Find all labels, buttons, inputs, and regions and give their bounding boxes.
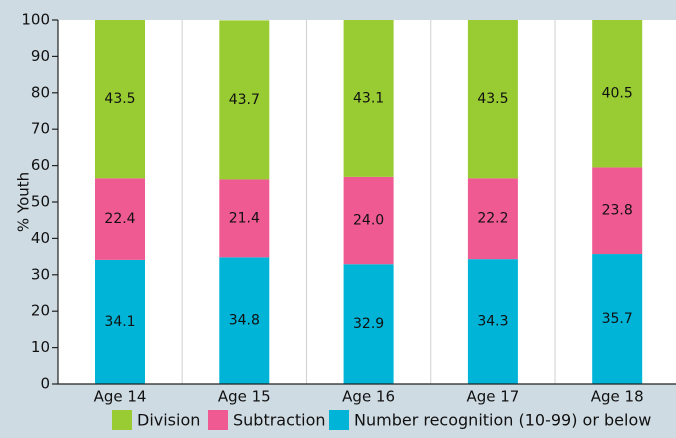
legend-label: Number recognition (10-99) or below bbox=[354, 411, 651, 430]
data-label: 23.8 bbox=[602, 203, 633, 219]
bar-segment bbox=[467, 259, 518, 384]
bar-segment bbox=[95, 20, 145, 179]
bar-segment bbox=[343, 20, 394, 177]
y-tick-label: 20 bbox=[31, 302, 50, 320]
legend-swatch bbox=[329, 410, 349, 430]
data-labels: 34.1 22.4 43.5 34.8 21.4 43.7 32.9 24.0 43.1 34.3… bbox=[104, 86, 632, 332]
y-tick-label: 90 bbox=[31, 47, 50, 65]
y-axis-label: % Youth bbox=[15, 172, 33, 232]
legend-label: Division bbox=[137, 411, 200, 430]
bar-segment bbox=[592, 167, 643, 255]
y-tick-label: 0 bbox=[40, 375, 50, 393]
bar-segment bbox=[343, 176, 394, 265]
y-tick-label: 100 bbox=[21, 11, 50, 29]
legend-label: Subtraction bbox=[233, 411, 326, 430]
bar-segment bbox=[467, 178, 518, 260]
data-label: 40.5 bbox=[602, 86, 633, 102]
data-label: 43.5 bbox=[477, 91, 508, 107]
data-label: 22.2 bbox=[477, 211, 508, 227]
x-tick-label: Age 16 bbox=[342, 388, 395, 406]
data-label: 34.3 bbox=[477, 314, 508, 330]
x-tick-label: Age 17 bbox=[466, 388, 519, 406]
y-tick-label: 30 bbox=[31, 265, 50, 283]
bars bbox=[95, 20, 643, 384]
y-tick-label: 60 bbox=[31, 156, 50, 174]
bar-segment bbox=[95, 178, 145, 260]
grid-lines bbox=[181, 20, 556, 384]
y-tick-label: 40 bbox=[31, 229, 50, 247]
y-tick-label: 70 bbox=[31, 120, 50, 138]
bar-segment bbox=[219, 20, 270, 180]
x-tick-labels: Age 14 Age 15 Age 16 Age 17 Age 18 bbox=[94, 388, 644, 406]
bar-segment bbox=[219, 257, 270, 384]
bar-segment bbox=[592, 20, 643, 168]
y-tick-label: 50 bbox=[31, 193, 50, 211]
data-label: 43.1 bbox=[353, 90, 384, 106]
data-label: 35.7 bbox=[602, 311, 633, 327]
data-label: 43.5 bbox=[104, 91, 135, 107]
bar-segment bbox=[95, 259, 145, 384]
bar-segment bbox=[592, 254, 643, 384]
x-tick-label: Age 14 bbox=[94, 388, 147, 406]
y-tick-labels: 0 10 20 30 40 50 60 70 80 90 100 bbox=[21, 11, 50, 393]
bar-segment bbox=[343, 264, 394, 384]
bar-segment bbox=[467, 20, 518, 179]
x-tick-label: Age 15 bbox=[218, 388, 271, 406]
data-label: 34.8 bbox=[229, 313, 260, 329]
bar-segment bbox=[219, 179, 270, 258]
legend: Division Subtraction Number recognition (1… bbox=[112, 410, 651, 430]
legend-swatch bbox=[112, 410, 132, 430]
axes bbox=[52, 19, 676, 385]
x-tick-label: Age 18 bbox=[591, 388, 644, 406]
legend-swatch bbox=[208, 410, 228, 430]
data-label: 32.9 bbox=[353, 316, 384, 332]
data-label: 34.1 bbox=[104, 314, 135, 330]
data-label: 22.4 bbox=[104, 211, 135, 227]
y-tick-label: 10 bbox=[31, 338, 50, 356]
data-label: 43.7 bbox=[229, 92, 260, 108]
data-label: 21.4 bbox=[229, 210, 260, 226]
data-label: 24.0 bbox=[353, 213, 384, 229]
y-tick-label: 80 bbox=[31, 83, 50, 101]
